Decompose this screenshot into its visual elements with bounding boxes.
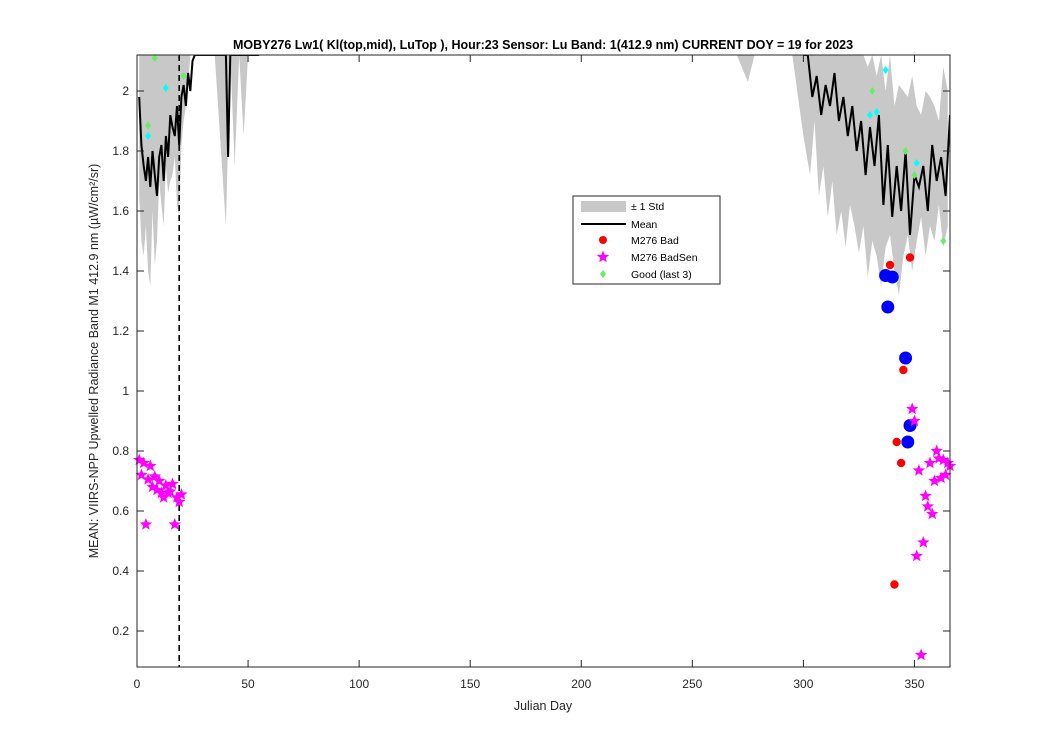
badsen-point — [159, 479, 173, 491]
legend: ± 1 Std Mean M276 Bad M276 BadSen Good (… — [572, 195, 721, 285]
y-tick-label: 1.6 — [112, 204, 129, 218]
good-point-cyan — [873, 108, 880, 116]
badsen-point — [139, 518, 153, 530]
x-tick-label: 50 — [241, 677, 255, 691]
blue-point — [901, 435, 915, 449]
y-tick-label: 2 — [122, 84, 129, 98]
badsen-point — [166, 477, 179, 490]
axes-box — [136, 54, 951, 668]
badsen-point — [914, 648, 928, 661]
good-point — [911, 171, 918, 179]
legend-badsen-label: M276 BadSen — [631, 252, 698, 264]
badsen-point — [919, 489, 932, 502]
badsen-point — [908, 414, 921, 427]
badsen-point — [170, 491, 184, 503]
y-tick-label: 1 — [122, 384, 129, 398]
good-point — [151, 54, 158, 62]
data-layer — [133, 54, 957, 667]
x-tick-label: 200 — [571, 677, 591, 691]
y-tick-label: 0.2 — [112, 624, 129, 638]
legend-bad-marker — [599, 236, 607, 244]
ticks-layer: 0 50 100 150 200 250 300 350 0.2 0.4 0.6 0.8 1 1.2 1.4… — [112, 55, 950, 691]
good-point — [145, 121, 152, 130]
badsen-point — [937, 453, 950, 466]
x-tick-label: 150 — [460, 677, 480, 691]
blue-point — [899, 351, 913, 365]
good-point-cyan — [913, 159, 920, 167]
badsen-point — [146, 480, 159, 493]
y-axis-label: MEAN: VIIRS-NPP Upwelled Radiance Band M… — [87, 164, 101, 559]
x-tick-label: 300 — [793, 677, 813, 691]
legend-bad-label: M276 Bad — [631, 235, 679, 247]
good-point-cyan — [162, 84, 169, 92]
badsen-point — [153, 474, 166, 487]
legend-std-swatch — [581, 201, 626, 212]
badsen-point — [144, 459, 157, 472]
badsen-point — [157, 491, 170, 503]
x-tick-label: 100 — [349, 677, 369, 691]
badsen-point — [926, 507, 939, 520]
badsen-point — [941, 456, 954, 469]
good-point — [180, 72, 187, 80]
badsen-point — [135, 468, 148, 481]
badsen-point — [155, 486, 168, 499]
legend-mean-label: Mean — [631, 219, 657, 231]
bad-point — [905, 253, 915, 262]
badsen-point — [141, 473, 155, 485]
blue-point — [881, 300, 895, 314]
bad-point — [885, 260, 895, 270]
badsen-point — [928, 474, 941, 487]
badsen-point — [934, 471, 948, 484]
badsen-point — [906, 402, 919, 415]
y-tick-label: 1.2 — [112, 324, 129, 338]
y-tick-label: 0.6 — [112, 504, 129, 518]
y-tick-label: 1.4 — [112, 264, 129, 278]
badsen-point — [168, 518, 181, 530]
badsen-point — [137, 456, 150, 469]
badsen-point — [148, 470, 161, 482]
good-point — [940, 237, 947, 245]
legend-badsen-marker — [596, 250, 610, 263]
badsen-point — [921, 500, 934, 512]
bad-point — [899, 365, 908, 375]
good-point — [869, 87, 876, 95]
legend-std-label: ± 1 Std — [631, 201, 664, 213]
badsen-point — [173, 495, 186, 508]
badsen-point — [930, 444, 943, 457]
x-tick-label: 350 — [904, 677, 924, 691]
bad-point — [896, 458, 906, 468]
legend-good-label: Good (last 3) — [631, 269, 692, 281]
badsen-point — [912, 464, 926, 476]
badsen-point — [133, 453, 146, 466]
badsen-point — [939, 468, 952, 481]
std-band-area — [139, 55, 948, 295]
x-tick-label: 250 — [682, 677, 702, 691]
good-point — [902, 147, 909, 155]
blue-point — [885, 270, 899, 284]
good-point-cyan — [882, 66, 889, 74]
y-tick-label: 1.8 — [112, 144, 129, 158]
badsen-point — [910, 549, 923, 562]
x-tick-label: 0 — [134, 677, 141, 691]
bad-point — [892, 437, 901, 447]
badsen-point — [917, 536, 930, 548]
good-point-cyan — [867, 111, 874, 119]
good-point-cyan — [145, 132, 152, 140]
chart-title: MOBY276 Lw1( Kl(top,mid), LuTop ), Hour:… — [233, 38, 853, 52]
y-tick-label: 0.4 — [112, 564, 129, 578]
y-tick-label: 0.8 — [112, 444, 129, 458]
mean-line-segment-1 — [803, 55, 950, 236]
plot-area — [137, 55, 950, 667]
badsen-point — [150, 483, 164, 496]
badsen-point — [164, 485, 177, 497]
badsen-point — [923, 456, 937, 469]
legend-good-marker — [600, 270, 606, 278]
bad-point — [890, 580, 899, 589]
x-axis-label: Julian Day — [514, 699, 573, 713]
mean-line-segment-0 — [138, 55, 260, 197]
badsen-point — [175, 488, 188, 500]
